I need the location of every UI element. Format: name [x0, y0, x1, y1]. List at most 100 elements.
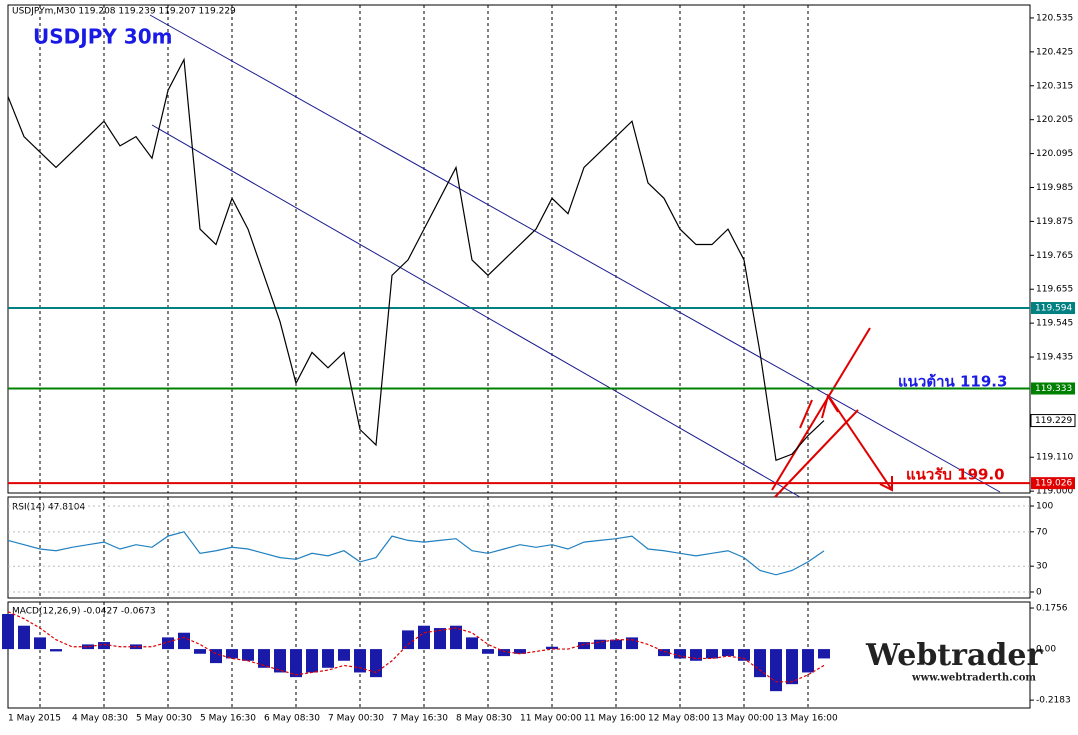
- price-line: [7, 57, 825, 462]
- channel-line: [149, 14, 1001, 493]
- macd-bar: [690, 649, 702, 661]
- macd-bar: [242, 649, 254, 661]
- macd-bar: [802, 649, 814, 673]
- macd-bar: [738, 649, 750, 661]
- last-price-box: [1030, 414, 1076, 428]
- y-tick-label: -0.2183: [1036, 696, 1071, 706]
- y-tick-label: 119.985: [1036, 183, 1073, 193]
- macd-bar: [754, 649, 766, 678]
- chart-title: USDJPY 30m: [33, 25, 172, 49]
- macd-bar: [770, 649, 782, 692]
- signal-line: [7, 611, 825, 683]
- macd-bar: [626, 637, 638, 650]
- macd-bar: [402, 630, 414, 650]
- macd-bar: [498, 649, 510, 657]
- panel-title: MACD(12,26,9) -0.0427 -0.0673: [12, 607, 156, 617]
- annotation: แนวรับ 199.0: [906, 466, 1005, 484]
- x-tick-label: 11 May 00:00: [520, 714, 582, 724]
- level-label-box: [1031, 477, 1075, 490]
- y-tick-label: 0: [1036, 587, 1042, 597]
- y-tick-label: 119.000: [1036, 487, 1073, 497]
- macd-bar: [818, 649, 830, 659]
- macd-bar: [226, 649, 238, 659]
- y-tick-label: 120.315: [1036, 81, 1073, 91]
- y-tick-label: 120.535: [1036, 13, 1073, 23]
- macd-bar: [178, 632, 190, 650]
- rsi-panel: [7, 496, 1031, 599]
- y-tick-label: 120.095: [1036, 149, 1073, 159]
- y-tick-label: 120.205: [1036, 115, 1073, 125]
- macd-bar: [306, 649, 318, 673]
- macd-bar: [210, 649, 222, 664]
- logo-url: www.webtraderth.com: [911, 673, 1036, 684]
- x-tick-label: 7 May 00:30: [328, 714, 384, 724]
- macd-bar: [546, 646, 558, 650]
- macd-panel: [7, 601, 1031, 709]
- y-tick-label: 119.435: [1036, 353, 1073, 363]
- level-label: 119.333: [1035, 384, 1072, 394]
- macd-bar: [434, 628, 446, 650]
- macd-bar: [2, 614, 14, 650]
- macd-bar: [674, 649, 686, 659]
- annotation: แนวต้าน 119.3: [898, 373, 1007, 391]
- level-label-box: [1031, 382, 1075, 395]
- macd-bar: [786, 649, 798, 685]
- trend-line: [771, 327, 871, 491]
- x-tick-label: 8 May 08:30: [456, 714, 512, 724]
- y-tick-label: 119.875: [1036, 217, 1073, 227]
- macd-bar: [98, 642, 110, 650]
- macd-bar: [274, 649, 286, 673]
- macd-bar: [514, 649, 526, 654]
- macd-bar: [18, 625, 30, 650]
- x-tick-label: 13 May 16:00: [776, 714, 838, 724]
- channel-line: [151, 124, 801, 498]
- macd-bar: [722, 649, 734, 657]
- price-line: [7, 531, 825, 576]
- x-tick-label: 5 May 00:30: [136, 714, 192, 724]
- y-tick-label: 0.00: [1036, 645, 1056, 655]
- macd-bar: [610, 639, 622, 650]
- y-tick-label: 30: [1036, 562, 1048, 572]
- macd-bar: [594, 639, 606, 650]
- arrow-head: [879, 476, 893, 492]
- x-tick-label: 11 May 16:00: [584, 714, 646, 724]
- y-tick-label: 70: [1036, 527, 1048, 537]
- logo: Webtrader: [865, 638, 1043, 673]
- macd-bar: [162, 637, 174, 650]
- y-tick-label: 119.110: [1036, 453, 1073, 463]
- macd-bar: [466, 637, 478, 650]
- x-tick-label: 13 May 00:00: [712, 714, 774, 724]
- y-tick-label: 0.1756: [1036, 604, 1068, 614]
- header: USDJPYm,M30 119.208 119.239 119.207 119.…: [12, 7, 236, 17]
- macd-bar: [194, 649, 206, 654]
- main-panel: [7, 4, 1031, 494]
- level-label-box: [1031, 302, 1075, 315]
- trend-line: [799, 399, 813, 429]
- last-price-label: 119.229: [1035, 416, 1072, 426]
- macd-bar: [706, 649, 718, 659]
- macd-bar: [258, 649, 270, 668]
- x-tick-label: 5 May 16:30: [200, 714, 256, 724]
- macd-bar: [322, 649, 334, 668]
- macd-bar: [578, 642, 590, 650]
- y-tick-label: 100: [1036, 502, 1053, 512]
- macd-bar: [450, 625, 462, 650]
- x-tick-label: 12 May 08:00: [648, 714, 710, 724]
- y-tick-label: 119.545: [1036, 319, 1073, 329]
- x-tick-label: 1 May 2015: [8, 714, 61, 724]
- macd-bar: [482, 649, 494, 654]
- x-tick-label: 4 May 08:30: [72, 714, 128, 724]
- macd-bar: [338, 649, 350, 661]
- y-tick-label: 119.655: [1036, 285, 1073, 295]
- macd-bar: [34, 637, 46, 650]
- macd-bar: [354, 649, 366, 673]
- macd-bar: [50, 649, 62, 652]
- macd-bar: [418, 625, 430, 650]
- y-tick-label: 120.425: [1036, 47, 1073, 57]
- x-tick-label: 7 May 16:30: [392, 714, 448, 724]
- macd-bar: [82, 644, 94, 650]
- level-label: 119.026: [1035, 479, 1072, 489]
